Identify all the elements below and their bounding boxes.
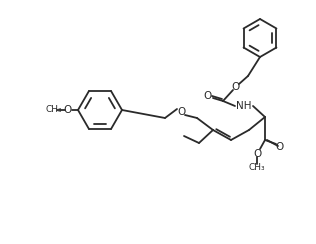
Text: CH₃: CH₃ bbox=[249, 163, 265, 172]
Text: O: O bbox=[232, 82, 240, 92]
Text: O: O bbox=[177, 107, 185, 117]
Text: O: O bbox=[204, 91, 212, 101]
Text: O: O bbox=[253, 149, 261, 159]
Text: O: O bbox=[64, 105, 72, 115]
Text: NH: NH bbox=[236, 101, 252, 111]
Text: O: O bbox=[276, 142, 284, 152]
Text: CH₃: CH₃ bbox=[46, 105, 62, 114]
